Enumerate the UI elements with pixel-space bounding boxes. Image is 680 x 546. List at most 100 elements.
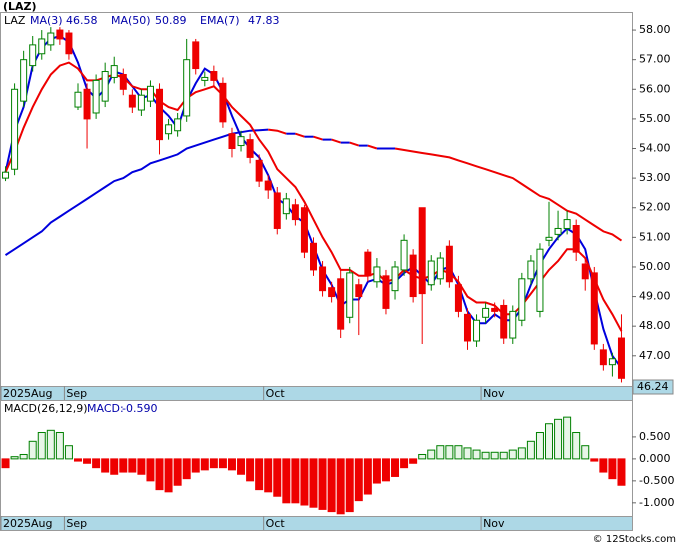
candle-body — [300, 207, 308, 253]
x-tick-label: 2025Aug — [3, 387, 52, 400]
candle-body — [219, 82, 227, 123]
ma-line — [295, 132, 305, 138]
candle-body — [482, 307, 490, 318]
candle-body — [101, 71, 109, 102]
candle-body — [47, 32, 55, 46]
candle-body — [291, 204, 299, 221]
x-tick-label: Oct — [266, 517, 286, 530]
candle-body — [491, 307, 499, 312]
candle-body — [509, 310, 517, 339]
macd-bar — [200, 458, 209, 471]
macd-bar — [137, 458, 146, 475]
candle-body — [545, 236, 553, 241]
chart-title: (LAZ) — [3, 0, 37, 13]
macd-bar — [472, 449, 481, 460]
candle-body — [445, 245, 453, 283]
y-tick-label: 53.00 — [639, 171, 671, 184]
candle-body — [463, 313, 471, 342]
ma-line — [331, 138, 342, 144]
candle-body — [282, 198, 290, 215]
candle-body — [110, 65, 118, 78]
candle-body — [146, 85, 154, 102]
macd-bar — [409, 458, 418, 464]
legend-value: 47.83 — [248, 14, 280, 27]
candle-body — [554, 227, 562, 235]
candle-body — [255, 159, 263, 182]
macd-bar — [572, 432, 581, 460]
macd-bar — [146, 458, 155, 482]
last-price-box — [632, 379, 674, 395]
ma-line — [367, 144, 378, 150]
candle-body — [273, 192, 281, 229]
macd-bar — [291, 458, 300, 504]
macd-bar — [273, 458, 282, 497]
macd-value: -0.590 — [122, 402, 157, 415]
macd-title: MACD(26,12,9) — [4, 402, 88, 415]
x-tick-label: Oct — [266, 387, 286, 400]
macd-bar — [463, 447, 472, 460]
macd-bar — [318, 458, 327, 510]
macd-bar — [327, 458, 336, 513]
candle-body — [572, 225, 580, 253]
macd-bar — [481, 451, 490, 460]
macd-bar — [101, 458, 110, 473]
candle-body — [337, 278, 345, 330]
macd-bar — [264, 458, 273, 493]
candle-body — [400, 239, 408, 271]
candle-body — [156, 88, 164, 141]
y-tick-label: 55.00 — [639, 112, 671, 125]
macd-bar — [554, 418, 563, 460]
candle-body — [11, 88, 19, 170]
macd-bar — [227, 458, 236, 471]
candle-body — [56, 29, 64, 40]
macd-bar — [173, 458, 182, 486]
y-tick-label: -1.000 — [639, 496, 674, 509]
candle-body — [174, 118, 182, 132]
x-tick-label: 2025Aug — [3, 517, 52, 530]
ma-line — [394, 147, 623, 242]
macd-bar — [372, 458, 381, 484]
candle-body — [237, 136, 245, 147]
candle-body — [119, 73, 127, 90]
y-tick-label: -0.500 — [639, 474, 674, 487]
macd-bar — [391, 458, 400, 477]
y-tick-label: 0.500 — [639, 430, 671, 443]
candle-body — [83, 88, 91, 120]
macd-bar — [309, 458, 318, 508]
candle-body — [427, 260, 435, 286]
macd-bar — [436, 445, 445, 460]
candle-body — [319, 266, 327, 292]
candle-body — [599, 349, 607, 366]
ma-line — [349, 141, 360, 147]
y-tick-label: 49.00 — [639, 290, 671, 303]
candle-body — [65, 32, 73, 55]
ma-line — [313, 135, 323, 141]
credit: © 12Stocks.com — [593, 534, 676, 545]
macd-bar — [92, 458, 101, 469]
macd-bar — [608, 458, 617, 480]
macd-bar — [19, 453, 28, 460]
macd-bar — [526, 440, 535, 460]
candle-body — [328, 287, 336, 298]
candle-body — [183, 59, 191, 117]
date-strip — [0, 516, 633, 531]
date-strip — [0, 386, 633, 401]
candle-body — [2, 171, 10, 179]
macd-bar — [499, 451, 508, 460]
candle-body — [74, 91, 82, 108]
candle-body — [500, 304, 508, 339]
y-tick-label: 56.00 — [639, 82, 671, 95]
macd-bar — [110, 458, 119, 475]
candle-body — [536, 248, 544, 312]
legend-value: 46.58 — [66, 14, 98, 27]
x-tick-label: Sep — [66, 387, 87, 400]
candle-body — [581, 263, 589, 280]
macd-bar — [363, 458, 372, 495]
candle-body — [518, 278, 526, 321]
ma-line — [4, 128, 269, 256]
candle-body — [436, 257, 444, 280]
candle-body — [228, 133, 236, 150]
x-tick-label: Sep — [66, 517, 87, 530]
legend-symbol: LAZ — [4, 14, 26, 27]
candle-body — [617, 337, 625, 379]
